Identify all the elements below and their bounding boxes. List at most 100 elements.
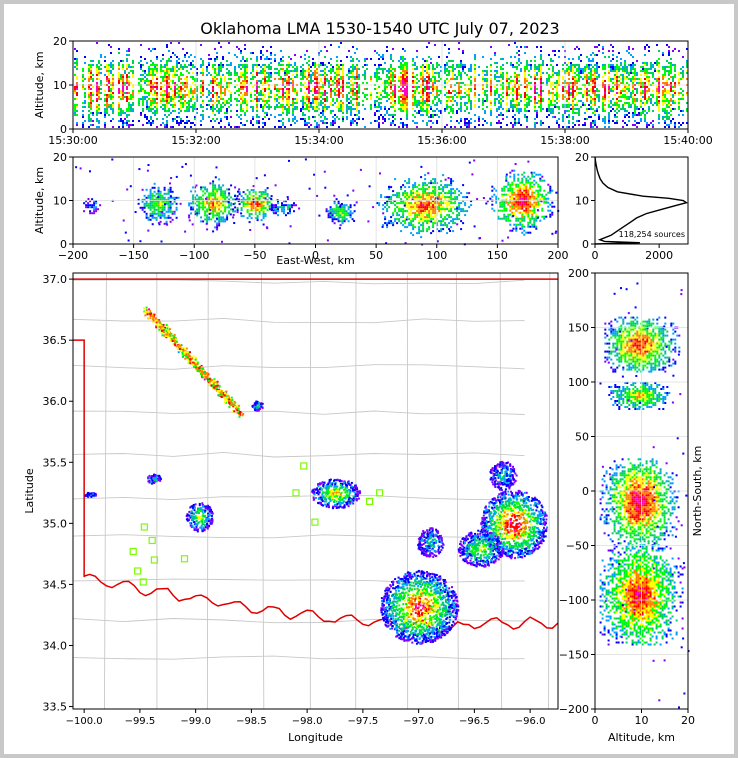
density-pixel <box>540 58 542 60</box>
density-pixel <box>490 100 492 102</box>
density-pixel <box>404 96 406 98</box>
density-pixel <box>350 72 352 74</box>
density-pixel <box>128 106 130 108</box>
density-pixel <box>580 92 582 94</box>
density-pixel <box>516 46 518 48</box>
density-pixel <box>526 110 528 112</box>
density-pixel <box>592 86 594 88</box>
density-pixel <box>524 100 526 102</box>
density-pixel <box>634 68 636 70</box>
density-pixel <box>602 96 604 98</box>
density-pixel <box>90 60 92 62</box>
density-pixel <box>244 92 246 94</box>
density-pixel <box>220 96 222 98</box>
density-pixel <box>540 122 542 124</box>
density-pixel <box>650 64 652 66</box>
density-pixel <box>426 98 428 100</box>
density-pixel <box>648 100 650 102</box>
density-pixel <box>478 66 480 68</box>
density-pixel <box>124 70 126 72</box>
density-pixel <box>376 106 378 108</box>
density-pixel <box>76 60 78 62</box>
density-pixel <box>618 110 620 112</box>
density-pixel <box>668 106 670 108</box>
density-pixel <box>422 72 424 74</box>
density-pixel <box>426 112 428 114</box>
density-pixel <box>618 66 620 68</box>
density-pixel <box>610 100 612 102</box>
density-pixel <box>454 74 456 76</box>
density-pixel <box>612 98 614 100</box>
density-pixel <box>290 64 292 66</box>
density-pixel <box>626 110 628 112</box>
density-pixel <box>400 94 402 96</box>
density-pixel <box>222 56 224 58</box>
density-pixel <box>340 88 342 90</box>
density-pixel <box>308 104 310 106</box>
density-pixel <box>206 88 208 90</box>
density-pixel <box>122 74 124 76</box>
density-pixel <box>88 92 90 94</box>
density-pixel <box>612 104 614 106</box>
density-pixel <box>118 72 120 74</box>
density-pixel <box>196 90 198 92</box>
density-pixel <box>464 110 466 112</box>
density-pixel <box>150 86 152 88</box>
density-pixel <box>610 106 612 108</box>
density-pixel <box>406 64 408 66</box>
density-pixel <box>586 92 588 94</box>
density-pixel <box>154 102 156 104</box>
density-pixel <box>506 98 508 100</box>
density-pixel <box>376 92 378 94</box>
density-pixel <box>518 64 520 66</box>
density-pixel <box>180 68 182 70</box>
density-pixel <box>146 116 148 118</box>
density-pixel <box>161 200 164 203</box>
density-pixel <box>404 98 406 100</box>
density-pixel <box>316 90 318 92</box>
density-pixel <box>646 122 648 124</box>
density-pixel <box>282 100 284 102</box>
density-pixel <box>118 110 120 112</box>
density-pixel <box>382 54 384 56</box>
density-pixel <box>326 100 328 102</box>
density-pixel <box>470 82 472 84</box>
density-pixel <box>578 92 580 94</box>
density-pixel <box>171 190 174 193</box>
density-pixel <box>282 56 284 58</box>
density-pixel <box>118 90 120 92</box>
density-pixel <box>174 76 176 78</box>
density-pixel <box>464 72 466 74</box>
density-pixel <box>546 108 548 110</box>
density-pixel <box>586 88 588 90</box>
density-pixel <box>460 98 462 100</box>
density-pixel <box>296 66 298 68</box>
density-pixel <box>602 106 604 108</box>
density-pixel <box>214 92 216 94</box>
density-pixel <box>618 106 620 108</box>
density-pixel <box>212 80 214 82</box>
density-pixel <box>122 112 124 114</box>
density-pixel <box>548 92 550 94</box>
density-pixel <box>159 202 162 205</box>
density-pixel <box>432 70 434 72</box>
density-pixel <box>150 98 152 100</box>
density-pixel <box>246 110 248 112</box>
density-pixel <box>570 104 572 106</box>
density-pixel <box>322 98 324 100</box>
density-pixel <box>244 80 246 82</box>
density-pixel <box>424 80 426 82</box>
density-pixel <box>364 72 366 74</box>
density-pixel <box>234 74 236 76</box>
density-pixel <box>530 96 532 98</box>
density-pixel <box>175 206 178 209</box>
density-pixel <box>468 126 470 128</box>
density-pixel <box>153 186 156 189</box>
density-pixel <box>172 76 174 78</box>
density-pixel <box>566 92 568 94</box>
density-pixel <box>568 126 570 128</box>
density-pixel <box>128 110 130 112</box>
density-pixel <box>662 74 664 76</box>
density-pixel <box>428 88 430 90</box>
density-pixel <box>540 98 542 100</box>
